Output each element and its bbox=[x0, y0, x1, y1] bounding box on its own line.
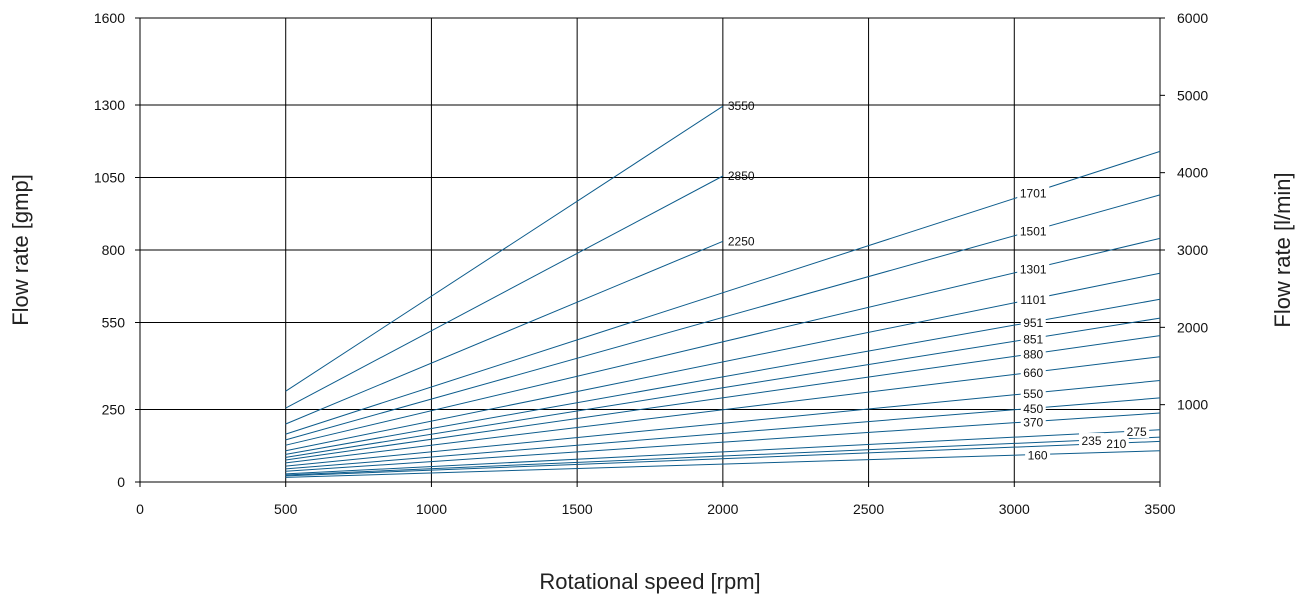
series-label-235: 235 bbox=[1081, 434, 1101, 448]
y-right-tick-label: 3000 bbox=[1177, 242, 1208, 258]
series-label-951: 951 bbox=[1023, 316, 1043, 330]
series-line-275 bbox=[285, 429, 1161, 475]
series-label-550: 550 bbox=[1023, 387, 1043, 401]
x-tick-label: 0 bbox=[136, 501, 144, 517]
series-label-1701: 1701 bbox=[1020, 186, 1047, 200]
series-line-160 bbox=[285, 450, 1161, 478]
series-label-1501: 1501 bbox=[1020, 224, 1047, 238]
y-left-tick-label: 1600 bbox=[94, 10, 125, 26]
y-left-tick-label: 0 bbox=[117, 474, 125, 490]
x-tick-label: 2000 bbox=[707, 501, 738, 517]
y-left-tick-label: 250 bbox=[102, 402, 126, 418]
series-line-660 bbox=[285, 356, 1161, 464]
series-label-bg bbox=[1020, 365, 1046, 380]
series-label-bg bbox=[1124, 423, 1150, 438]
series-line-1101 bbox=[285, 272, 1161, 452]
series-label-2250: 2250 bbox=[728, 234, 755, 248]
series-line-1501 bbox=[285, 194, 1161, 441]
y-right-tick-label: 5000 bbox=[1177, 87, 1208, 103]
series-line-2250 bbox=[285, 240, 724, 425]
x-tick-label: 3000 bbox=[999, 501, 1030, 517]
series-line-370 bbox=[285, 412, 1161, 472]
series-label-bg bbox=[1017, 223, 1050, 238]
series-line-1301 bbox=[285, 237, 1161, 446]
series-label-bg bbox=[1020, 314, 1046, 329]
series-label-bg bbox=[1017, 291, 1050, 306]
series-label-bg bbox=[1020, 414, 1046, 429]
x-tick-label: 2500 bbox=[853, 501, 884, 517]
series-label-275: 275 bbox=[1127, 425, 1147, 439]
series-label-3550: 3550 bbox=[728, 99, 755, 113]
series-line-235 bbox=[285, 436, 1161, 476]
axis-ticks: 0 500 1000 1500 2000 2500 3000 3500 0 250 550 800 10… bbox=[94, 10, 1209, 517]
series-label-210: 210 bbox=[1106, 437, 1126, 451]
series-label-2850: 2850 bbox=[728, 169, 755, 183]
x-axis-label: Rotational speed [rpm] bbox=[539, 569, 760, 594]
y-right-tick-label: 4000 bbox=[1177, 165, 1208, 181]
series-label-450: 450 bbox=[1023, 402, 1043, 416]
series-label-851: 851 bbox=[1023, 332, 1043, 346]
series-label-bg bbox=[1017, 185, 1050, 200]
series-label-bg bbox=[1079, 433, 1105, 448]
x-tick-label: 1500 bbox=[562, 501, 593, 517]
x-tick-label: 1000 bbox=[416, 501, 447, 517]
series-label-bg bbox=[1017, 261, 1050, 276]
y-left-tick-label: 1050 bbox=[94, 170, 125, 186]
y-left-tick-label: 800 bbox=[102, 242, 126, 258]
y-axis-label-right: Flow rate [l/min] bbox=[1270, 172, 1295, 327]
series-line-851 bbox=[285, 317, 1161, 458]
series-label-bg bbox=[1020, 331, 1046, 346]
series-lines bbox=[285, 105, 1161, 478]
series-label-bg bbox=[1103, 436, 1129, 451]
series-label-880: 880 bbox=[1023, 348, 1043, 362]
series-line-210 bbox=[285, 440, 1161, 477]
y-left-tick-label: 550 bbox=[102, 315, 126, 331]
series-label-bg bbox=[1020, 346, 1046, 361]
series-label-370: 370 bbox=[1023, 415, 1043, 429]
y-right-tick-label: 6000 bbox=[1177, 10, 1208, 26]
series-label-1101: 1101 bbox=[1020, 293, 1046, 307]
series-line-2850 bbox=[285, 175, 724, 409]
y-right-tick-label: 1000 bbox=[1177, 397, 1208, 413]
series-line-1701 bbox=[285, 150, 1161, 435]
series-labels: 3550 2850 2250 1701 1501 1301 1101 951 851 880 660… bbox=[728, 99, 1150, 462]
series-label-1301: 1301 bbox=[1020, 262, 1047, 276]
series-line-880 bbox=[285, 335, 1161, 461]
series-label-160: 160 bbox=[1028, 448, 1048, 462]
x-tick-label: 3500 bbox=[1144, 501, 1175, 517]
y-axis-label-left: Flow rate [gmp] bbox=[8, 174, 33, 326]
y-right-tick-label: 2000 bbox=[1177, 319, 1208, 335]
x-tick-label: 500 bbox=[274, 501, 298, 517]
series-label-bg bbox=[1025, 447, 1051, 462]
y-left-tick-label: 1300 bbox=[94, 97, 125, 113]
series-line-951 bbox=[285, 298, 1161, 455]
series-line-450 bbox=[285, 397, 1161, 470]
series-line-3550 bbox=[285, 105, 724, 392]
series-line-550 bbox=[285, 380, 1161, 467]
series-label-660: 660 bbox=[1023, 366, 1043, 380]
series-label-bg bbox=[1020, 401, 1046, 416]
grid bbox=[140, 18, 1160, 482]
series-label-bg bbox=[1020, 385, 1046, 400]
